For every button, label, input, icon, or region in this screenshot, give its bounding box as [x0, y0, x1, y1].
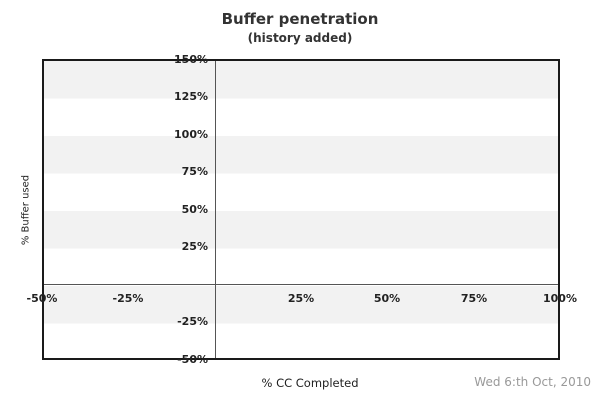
- y-tick-75: 75%: [181, 165, 208, 178]
- x-tick-100: 100%: [543, 292, 577, 305]
- x-tick-neg50: -50%: [26, 292, 58, 305]
- y-tick-150: 150%: [174, 53, 208, 66]
- plot-area: [42, 59, 560, 360]
- x-tick-75: 75%: [460, 292, 488, 305]
- x-tick-25: 25%: [287, 292, 315, 305]
- y-tick-25: 25%: [181, 240, 208, 253]
- x-zero-axis-line: [215, 61, 216, 358]
- chart-title: Buffer penetration: [221, 10, 379, 28]
- y-tick-neg50: -50%: [177, 353, 208, 366]
- y-tick-125: 125%: [174, 90, 208, 103]
- date-stamp: Wed 6:th Oct, 2010: [474, 375, 591, 389]
- chart-subtitle: (history added): [247, 31, 353, 45]
- y-tick-100: 100%: [174, 128, 208, 141]
- y-tick-50: 50%: [181, 203, 208, 216]
- y-zero-axis-line: [44, 284, 558, 285]
- y-axis-title: % Buffer used: [20, 174, 32, 246]
- x-axis-title: % CC Completed: [261, 376, 359, 390]
- x-tick-50: 50%: [373, 292, 401, 305]
- y-tick-neg25: -25%: [177, 315, 208, 328]
- x-tick-neg25: -25%: [112, 292, 144, 305]
